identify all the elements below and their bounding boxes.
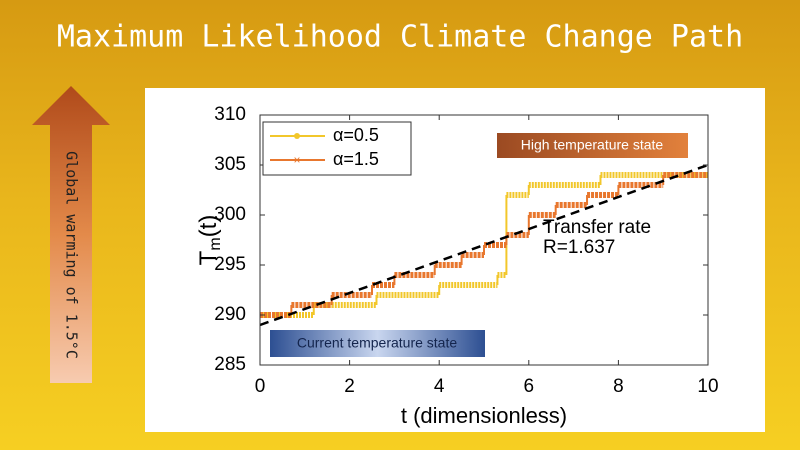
- legend-label: α=0.5: [333, 125, 379, 145]
- current-state-box: [270, 330, 485, 357]
- y-tick-label: 290: [214, 304, 246, 325]
- x-axis-label: t (dimensionless): [401, 403, 567, 428]
- high-state-box: [497, 133, 688, 158]
- legend-marker: ×: [293, 153, 300, 167]
- rate-label: R=1.637: [543, 237, 615, 258]
- y-tick-label: 305: [214, 154, 246, 175]
- axes-box: [259, 114, 709, 366]
- legend-marker: [294, 133, 300, 139]
- y-tick-label: 310: [214, 104, 246, 125]
- x-tick-label: 8: [613, 376, 624, 397]
- y-tick-label: 285: [214, 354, 246, 375]
- legend-box: [262, 121, 412, 176]
- x-tick-label: 6: [524, 376, 535, 397]
- arrow-label: Global warming of 1.5°C: [63, 151, 81, 359]
- x-tick-label: 2: [344, 376, 355, 397]
- slide-title: Maximum Likelihood Climate Change Path: [57, 20, 743, 55]
- x-tick-label: 4: [434, 376, 445, 397]
- current-state-label: Current temperature state: [297, 335, 458, 351]
- plot-area: 285 290 295 300 305 310 0 2 4 6 8 10 α=0.5 × α=1.5: [214, 104, 718, 397]
- y-tick-label: 300: [214, 204, 246, 225]
- y-label-tail: (t): [195, 215, 222, 238]
- y-tick-label: 295: [214, 254, 246, 275]
- x-tick-label: 10: [697, 376, 718, 397]
- y-axis-label: Tm(t): [195, 215, 224, 266]
- warming-arrow: [32, 86, 110, 383]
- legend-label: α=1.5: [333, 149, 379, 169]
- y-label-main: T: [195, 250, 222, 265]
- x-tick-label: 0: [255, 376, 266, 397]
- high-state-label: High temperature state: [521, 137, 664, 153]
- transfer-label: Transfer rate: [543, 217, 651, 238]
- fit-line: [259, 163, 709, 327]
- y-label-sub: m: [207, 237, 224, 250]
